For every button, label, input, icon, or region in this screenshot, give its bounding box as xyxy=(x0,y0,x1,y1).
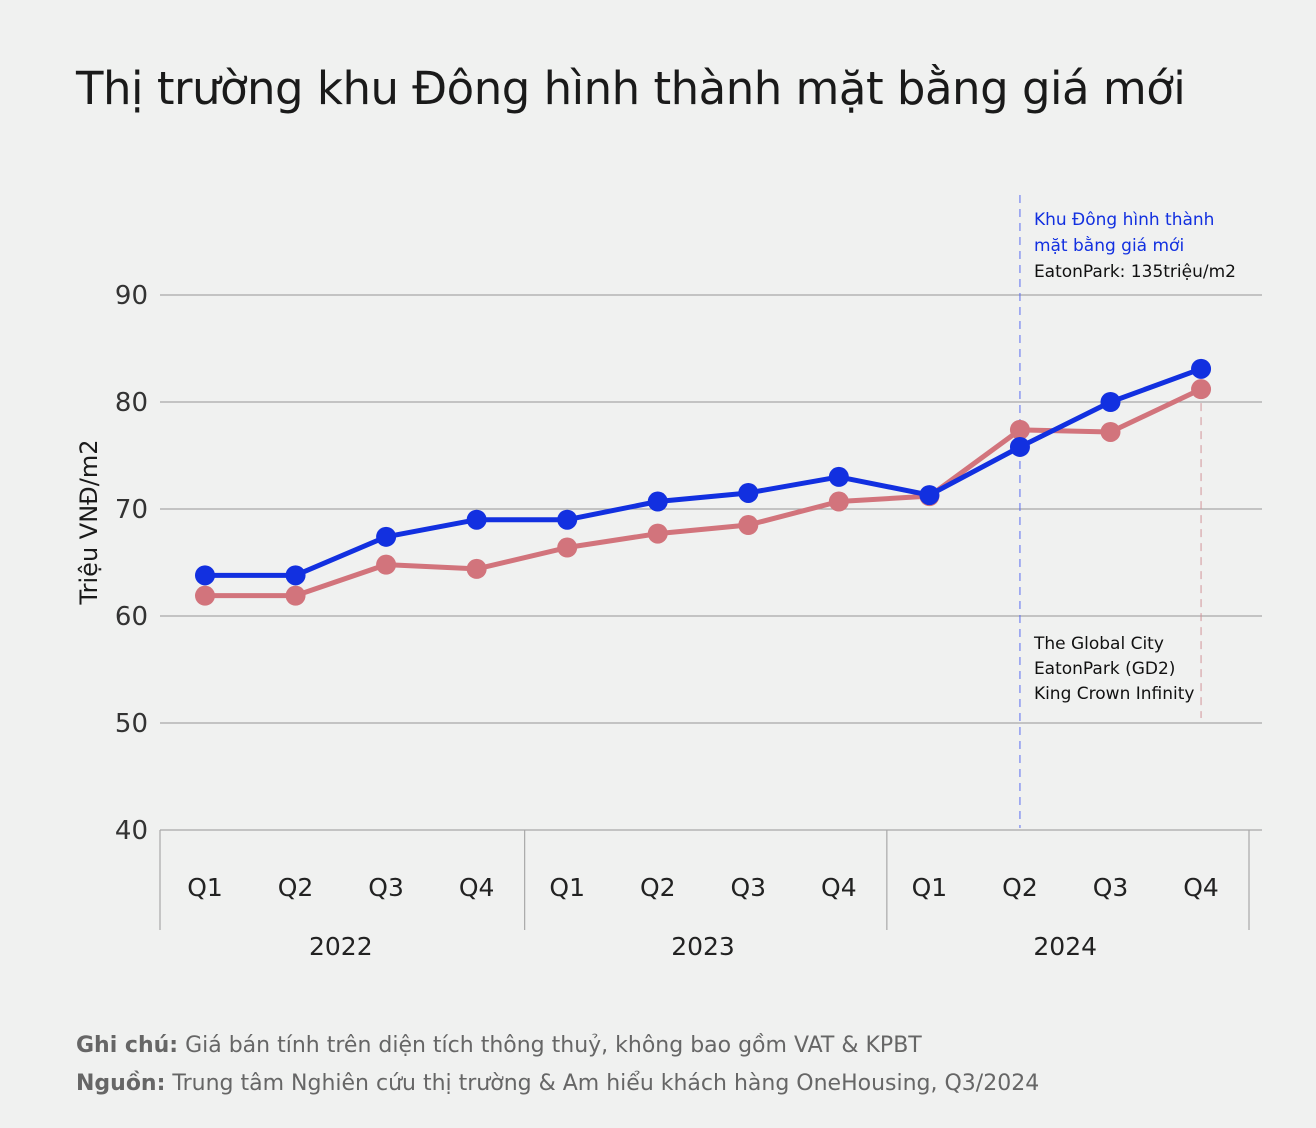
note-text: Giá bán tính trên diện tích thông thuỷ, … xyxy=(178,1033,922,1058)
year-label: 2022 xyxy=(309,932,373,961)
data-point xyxy=(1009,436,1030,457)
data-point xyxy=(376,554,397,575)
x-tick-label: Q3 xyxy=(731,873,767,902)
x-tick-label: Q2 xyxy=(1002,873,1038,902)
data-point xyxy=(285,585,306,606)
data-point xyxy=(828,491,849,512)
x-tick-label: Q4 xyxy=(1183,873,1219,902)
data-point xyxy=(1100,392,1121,412)
annotation-text: King Crown Infinity xyxy=(1034,684,1195,704)
data-point xyxy=(195,585,215,606)
x-tick-label: Q2 xyxy=(640,873,676,902)
y-tick-label: 40 xyxy=(115,816,148,846)
data-point xyxy=(738,515,759,536)
footnote-note: Ghi chú: Giá bán tính trên diện tích thô… xyxy=(76,1033,922,1058)
x-tick-label: Q1 xyxy=(912,873,948,902)
y-tick-label: 90 xyxy=(115,281,148,311)
data-point xyxy=(557,537,578,558)
series-line xyxy=(205,386,1203,599)
note-label: Ghi chú: xyxy=(76,1033,179,1058)
x-tick-label: Q3 xyxy=(1093,873,1129,902)
chart-title: Thị trường khu Đông hình thành mặt bằng … xyxy=(76,62,1186,115)
data-point xyxy=(466,558,487,579)
data-point xyxy=(1009,419,1030,440)
data-point xyxy=(285,565,306,586)
y-tick-label: 60 xyxy=(115,602,148,632)
data-point xyxy=(557,509,578,530)
x-tick-label: Q4 xyxy=(821,873,857,902)
annotation-text: EatonPark: 135triệu/m2 xyxy=(1034,262,1236,282)
x-tick-label: Q2 xyxy=(278,873,314,902)
data-point xyxy=(376,526,397,547)
year-label: 2023 xyxy=(671,932,735,961)
y-axis-label: Triệu VNĐ/m2 xyxy=(75,440,103,606)
footnote-source: Nguồn: Trung tâm Nghiên cứu thị trường &… xyxy=(76,1071,1039,1096)
data-point xyxy=(828,466,849,487)
data-point xyxy=(647,491,668,512)
data-point xyxy=(647,523,668,544)
y-tick-label: 50 xyxy=(115,709,148,739)
y-tick-label: 70 xyxy=(115,495,148,525)
y-tick-label: 80 xyxy=(115,388,148,418)
x-tick-label: Q4 xyxy=(459,873,495,902)
data-point xyxy=(466,509,487,530)
data-point xyxy=(1100,421,1121,442)
annotation-text: Khu Đông hình thành xyxy=(1034,210,1215,230)
data-point xyxy=(738,482,759,503)
source-text: Trung tâm Nghiên cứu thị trường & Am hiể… xyxy=(165,1071,1040,1096)
annotation-text: mặt bằng giá mới xyxy=(1034,235,1184,256)
series-line xyxy=(205,366,1202,578)
data-point xyxy=(919,485,940,506)
x-tick-label: Q3 xyxy=(368,873,404,902)
data-point xyxy=(1191,379,1212,400)
x-tick-label: Q1 xyxy=(187,873,223,902)
data-point xyxy=(195,565,215,586)
data-point xyxy=(1191,358,1212,379)
x-tick-label: Q1 xyxy=(549,873,585,902)
year-label: 2024 xyxy=(1033,932,1097,961)
source-label: Nguồn: xyxy=(76,1071,166,1096)
annotation-text: The Global City xyxy=(1033,634,1164,654)
annotation-text: EatonPark (GD2) xyxy=(1034,659,1176,679)
